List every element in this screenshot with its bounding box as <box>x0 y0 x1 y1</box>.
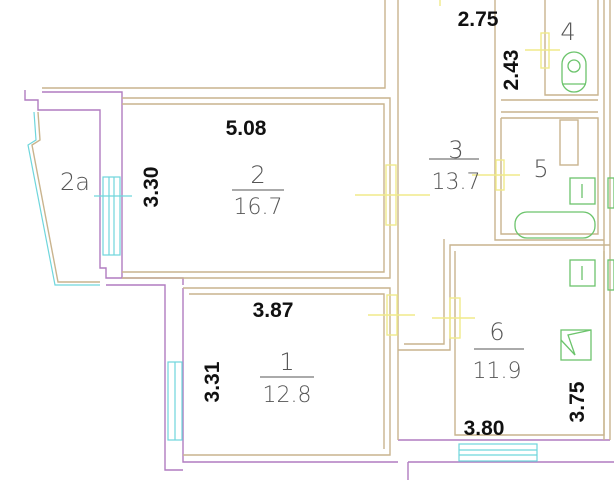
windows <box>94 176 538 462</box>
interior-walls <box>42 0 611 456</box>
fixtures <box>514 51 614 361</box>
room-3-depth-dimension: 2.43 <box>500 50 523 91</box>
room-1-depth-dimension: 3.31 <box>201 361 224 402</box>
room-6-area: 11.9 <box>473 359 522 384</box>
sink-icon <box>569 259 596 287</box>
room-1-width-dimension: 3.87 <box>253 299 294 322</box>
room-3-area: 13.7 <box>432 170 481 195</box>
outer-walls <box>24 90 614 480</box>
room-6-number: 6 <box>489 318 504 346</box>
bathtub-icon <box>514 211 596 239</box>
room-3-number: 3 <box>448 136 463 164</box>
sink-icon <box>569 177 596 205</box>
room-2-width-dimension: 5.08 <box>226 117 267 140</box>
room-2a-number: 2а <box>60 168 90 196</box>
room-2-number: 2 <box>250 161 265 189</box>
room-5-number: 5 <box>533 155 548 183</box>
room-4-number: 4 <box>560 18 575 46</box>
room-6-width-dimension: 3.80 <box>464 417 505 440</box>
stove-icon <box>560 329 592 361</box>
toilet-icon <box>561 51 587 93</box>
room-6-depth-dimension: 3.75 <box>566 381 589 422</box>
balcony-2a <box>27 111 100 286</box>
room-1-area: 12.8 <box>263 383 312 408</box>
doors <box>355 0 560 339</box>
room-3-width-dimension: 2.75 <box>458 8 499 31</box>
room-2-area: 16.7 <box>234 195 283 220</box>
room-2-depth-dimension: 3.30 <box>140 167 163 208</box>
room-1-number: 1 <box>279 348 294 376</box>
